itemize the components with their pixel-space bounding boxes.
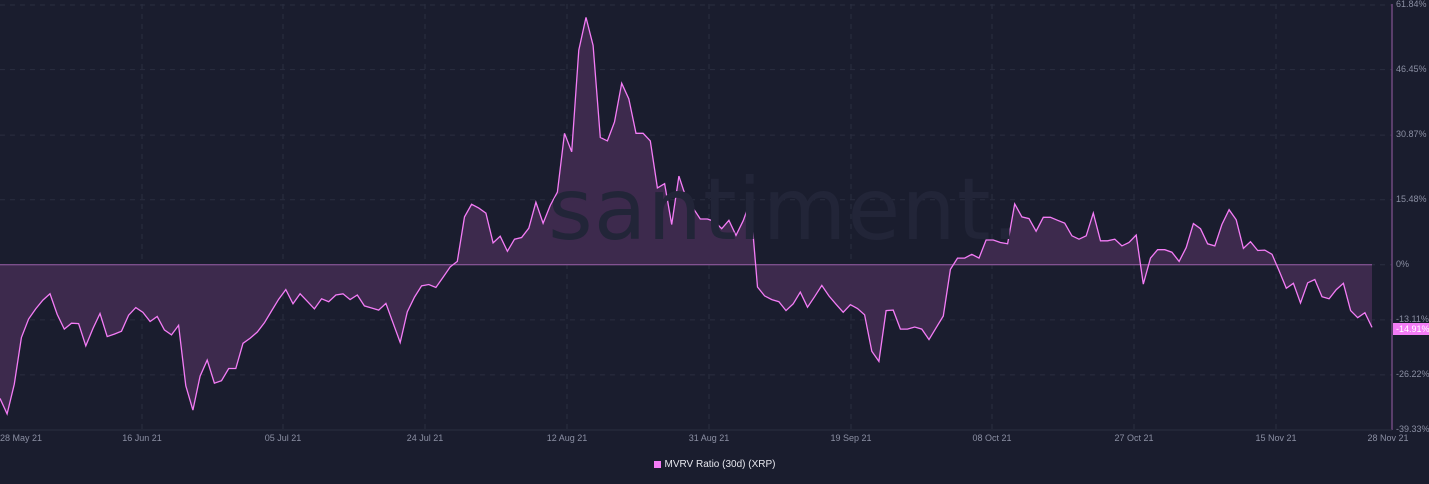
y-tick-label: -13.11% (1396, 314, 1429, 324)
x-tick-label: 08 Oct 21 (972, 433, 1012, 443)
x-tick-label: 27 Oct 21 (1114, 433, 1154, 443)
y-tick-label: -26.22% (1396, 369, 1429, 379)
chart-area-fill (0, 17, 1372, 414)
x-tick-label: 24 Jul 21 (406, 433, 444, 443)
y-tick-label: 61.84% (1396, 0, 1427, 9)
y-tick-label: 15.48% (1396, 194, 1427, 204)
x-tick-label: 19 Sep 21 (830, 433, 872, 443)
y-tick-label: 46.45% (1396, 64, 1427, 74)
y-tick-label: -39.33% (1396, 424, 1429, 434)
x-tick-label: 16 Jun 21 (122, 433, 162, 443)
mvrv-series-line (0, 17, 1373, 416)
legend-swatch-icon (653, 461, 661, 468)
x-tick-label: 28 May 21 (0, 433, 43, 443)
y-tick-label: 30.87% (1396, 129, 1427, 139)
chart-legend[interactable]: MVRV Ratio (30d) (XRP) (0, 459, 1429, 470)
last-value-badge: -14.91% (1393, 323, 1429, 335)
x-tick-label: 28 Nov 21 (1367, 433, 1409, 443)
y-tick-label: 0% (1396, 259, 1410, 269)
x-tick-label: 31 Aug 21 (688, 433, 730, 443)
x-tick-label: 05 Jul 21 (264, 433, 302, 443)
santiment-watermark: santiment. (548, 160, 1020, 260)
x-tick-label: 15 Nov 21 (1255, 433, 1297, 443)
legend-label: MVRV Ratio (30d) (XRP) (664, 459, 776, 470)
x-tick-label: 12 Aug 21 (546, 433, 588, 443)
